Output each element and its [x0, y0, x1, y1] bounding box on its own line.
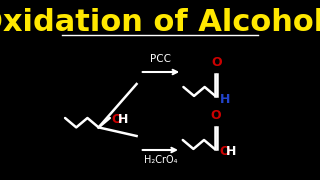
Text: Oxidation of Alcohols: Oxidation of Alcohols [0, 8, 320, 37]
Text: O: O [219, 145, 230, 158]
Text: PCC: PCC [150, 54, 172, 64]
Text: O: O [211, 56, 221, 69]
Text: H: H [225, 145, 236, 158]
Text: O: O [111, 112, 122, 125]
Text: H: H [220, 93, 231, 106]
Text: H: H [118, 112, 128, 125]
Text: O: O [210, 109, 221, 122]
Text: H₂CrO₄: H₂CrO₄ [144, 155, 177, 165]
